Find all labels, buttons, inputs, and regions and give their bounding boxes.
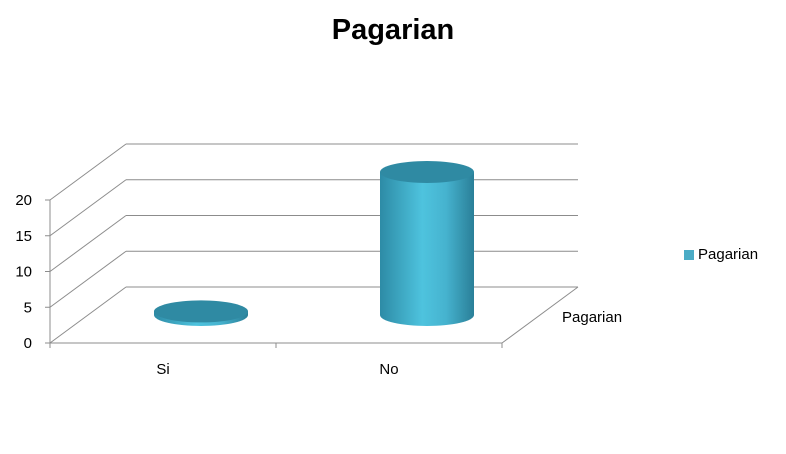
x-tick-label-0: Si bbox=[156, 361, 169, 378]
y-tick-label-3: 15 bbox=[15, 228, 32, 245]
gridline-side-4 bbox=[49, 143, 127, 201]
gridline-side-1 bbox=[49, 250, 127, 308]
floor-right-edge bbox=[501, 286, 579, 344]
y-tick-label-1: 5 bbox=[24, 299, 32, 316]
gridline-side-2 bbox=[49, 215, 127, 272]
y-tick-label-0: 0 bbox=[24, 335, 32, 352]
chart-title: Pagarian bbox=[331, 14, 455, 46]
gridline-side-0 bbox=[49, 286, 127, 344]
gridline-side-3 bbox=[49, 179, 127, 237]
y-tick-label-2: 10 bbox=[15, 264, 32, 281]
legend-label: Pagarian bbox=[698, 246, 759, 263]
bar-No bbox=[380, 161, 474, 326]
legend: Pagarian bbox=[684, 246, 758, 263]
bar-top-Si bbox=[154, 300, 248, 323]
bar-body-No bbox=[380, 172, 474, 326]
depth-axis-label: Pagarian bbox=[562, 309, 622, 326]
legend-swatch bbox=[684, 249, 694, 260]
x-tick-label-1: No bbox=[379, 361, 398, 378]
y-tick-label-4: 20 bbox=[15, 192, 32, 209]
bar-Si bbox=[154, 300, 248, 326]
bar-top-No bbox=[380, 161, 474, 183]
